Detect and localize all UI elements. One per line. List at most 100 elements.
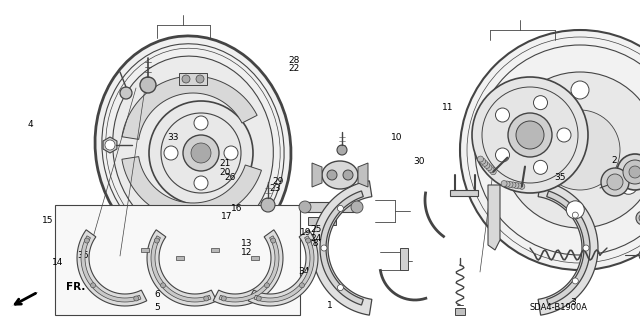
Circle shape xyxy=(636,211,640,225)
Bar xyxy=(305,202,357,212)
Circle shape xyxy=(300,283,305,288)
Circle shape xyxy=(164,146,178,160)
Text: 35: 35 xyxy=(554,173,566,182)
Circle shape xyxy=(566,201,584,219)
Circle shape xyxy=(601,168,629,196)
Polygon shape xyxy=(103,137,117,153)
Circle shape xyxy=(519,183,525,189)
Circle shape xyxy=(507,181,513,188)
Circle shape xyxy=(264,283,269,288)
Circle shape xyxy=(540,110,620,190)
Circle shape xyxy=(154,238,159,243)
Text: 24: 24 xyxy=(310,234,322,243)
Text: 28: 28 xyxy=(289,56,300,65)
Circle shape xyxy=(84,238,90,243)
Circle shape xyxy=(91,283,95,288)
Circle shape xyxy=(484,163,490,168)
Polygon shape xyxy=(254,236,314,302)
Circle shape xyxy=(182,75,190,83)
Circle shape xyxy=(502,72,640,228)
Text: 22: 22 xyxy=(289,64,300,73)
Circle shape xyxy=(105,140,115,150)
Text: 6: 6 xyxy=(154,290,159,299)
Circle shape xyxy=(194,116,208,130)
Text: 26: 26 xyxy=(225,173,236,182)
Circle shape xyxy=(482,160,488,166)
Polygon shape xyxy=(122,156,262,220)
Circle shape xyxy=(196,75,204,83)
Text: 2: 2 xyxy=(612,156,617,164)
Text: 18: 18 xyxy=(308,239,319,248)
Circle shape xyxy=(120,87,132,99)
Circle shape xyxy=(194,176,208,190)
Ellipse shape xyxy=(327,170,337,180)
Polygon shape xyxy=(213,230,283,306)
Polygon shape xyxy=(81,236,141,302)
Circle shape xyxy=(299,201,311,213)
Text: 15: 15 xyxy=(42,216,54,225)
Text: 14: 14 xyxy=(52,258,63,267)
Text: 17: 17 xyxy=(221,212,233,220)
Text: 20: 20 xyxy=(220,168,231,177)
Circle shape xyxy=(479,158,486,164)
Circle shape xyxy=(510,182,516,188)
Circle shape xyxy=(477,156,483,162)
Circle shape xyxy=(520,110,538,128)
Circle shape xyxy=(351,201,363,213)
Circle shape xyxy=(572,212,579,218)
Text: 4: 4 xyxy=(28,120,33,129)
Circle shape xyxy=(161,283,166,288)
Polygon shape xyxy=(538,181,598,315)
Circle shape xyxy=(134,296,139,301)
Circle shape xyxy=(140,77,156,93)
Circle shape xyxy=(490,169,496,175)
Text: FR.: FR. xyxy=(66,282,85,292)
Text: 11: 11 xyxy=(442,103,454,112)
Circle shape xyxy=(321,245,327,251)
Text: 34: 34 xyxy=(298,268,310,276)
Circle shape xyxy=(516,121,544,149)
Bar xyxy=(251,256,259,260)
Circle shape xyxy=(639,249,640,261)
Circle shape xyxy=(629,166,640,178)
Text: 36: 36 xyxy=(77,252,89,260)
Text: 19: 19 xyxy=(300,228,312,236)
Ellipse shape xyxy=(343,170,353,180)
Polygon shape xyxy=(248,230,318,306)
Bar xyxy=(141,248,149,252)
Circle shape xyxy=(256,296,261,301)
Circle shape xyxy=(183,135,219,171)
Circle shape xyxy=(607,174,623,190)
Circle shape xyxy=(224,146,238,160)
Ellipse shape xyxy=(113,56,273,240)
Circle shape xyxy=(337,205,344,212)
Circle shape xyxy=(572,278,579,284)
Polygon shape xyxy=(77,230,147,306)
Polygon shape xyxy=(312,181,372,315)
Bar xyxy=(181,208,205,216)
Circle shape xyxy=(271,238,276,243)
Circle shape xyxy=(557,128,571,142)
Ellipse shape xyxy=(95,36,291,260)
Polygon shape xyxy=(320,191,364,305)
Circle shape xyxy=(191,143,211,163)
Polygon shape xyxy=(312,163,322,187)
Circle shape xyxy=(518,168,536,186)
Text: 23: 23 xyxy=(269,184,281,193)
Circle shape xyxy=(508,113,552,157)
Bar xyxy=(455,308,465,315)
Circle shape xyxy=(639,214,640,222)
Text: 5: 5 xyxy=(154,303,159,312)
Circle shape xyxy=(534,160,547,174)
Circle shape xyxy=(261,198,275,212)
Circle shape xyxy=(504,181,510,187)
Text: SDA4-B1900A: SDA4-B1900A xyxy=(530,303,588,313)
Text: 16: 16 xyxy=(231,204,243,212)
Polygon shape xyxy=(547,191,590,305)
Circle shape xyxy=(337,145,347,155)
Circle shape xyxy=(617,154,640,190)
Bar xyxy=(326,217,336,225)
Polygon shape xyxy=(219,236,279,302)
Bar xyxy=(55,205,300,315)
Circle shape xyxy=(221,296,227,301)
